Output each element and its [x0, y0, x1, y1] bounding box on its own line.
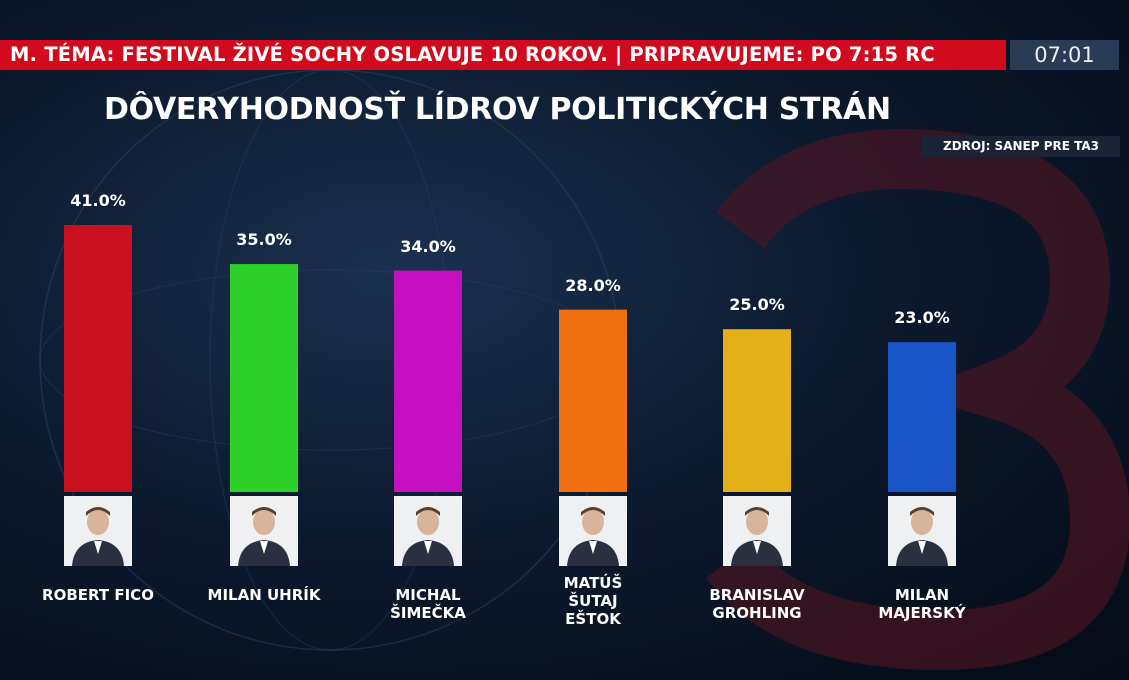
source-label: ZDROJ: SANEP PRE TA3 — [922, 136, 1120, 157]
value-label-5: 23.0% — [894, 308, 950, 328]
category-label-0: ROBERT FICO — [42, 586, 154, 604]
bar-0 — [64, 225, 132, 492]
bar-5 — [888, 342, 956, 492]
category-label-5: MILAN MAJERSKÝ — [878, 586, 966, 622]
value-label-3: 28.0% — [565, 275, 621, 295]
clock: 07:01 — [1010, 40, 1119, 70]
value-label-1: 35.0% — [236, 230, 292, 250]
bar-4 — [723, 329, 791, 492]
category-label-3: MATÚŠ ŠUTAJ EŠTOK — [563, 574, 623, 628]
leader-photo-0 — [64, 496, 132, 566]
chart-title: DÔVERYHODNOSŤ LÍDROV POLITICKÝCH STRÁN — [104, 92, 891, 127]
bar-3 — [559, 309, 627, 492]
leader-photo-1 — [230, 496, 298, 566]
leader-photo-2 — [394, 496, 462, 566]
ticker-text: M. TÉMA: FESTIVAL ŽIVÉ SOCHY OSLAVUJE 10… — [10, 43, 935, 66]
category-label-1: MILAN UHRÍK — [207, 586, 321, 604]
leader-photo-3 — [559, 496, 627, 566]
leader-photo-5 — [888, 496, 956, 566]
leader-photo-4 — [723, 496, 791, 566]
category-label-2: MICHAL ŠIMEČKA — [390, 586, 466, 622]
value-label-4: 25.0% — [729, 295, 785, 315]
category-label-4: BRANISLAV GROHLING — [709, 586, 805, 622]
value-label-0: 41.0% — [70, 191, 126, 210]
bar-1 — [230, 264, 298, 492]
bar-2 — [394, 270, 462, 492]
value-label-2: 34.0% — [400, 236, 456, 256]
news-ticker: M. TÉMA: FESTIVAL ŽIVÉ SOCHY OSLAVUJE 10… — [0, 40, 1006, 70]
